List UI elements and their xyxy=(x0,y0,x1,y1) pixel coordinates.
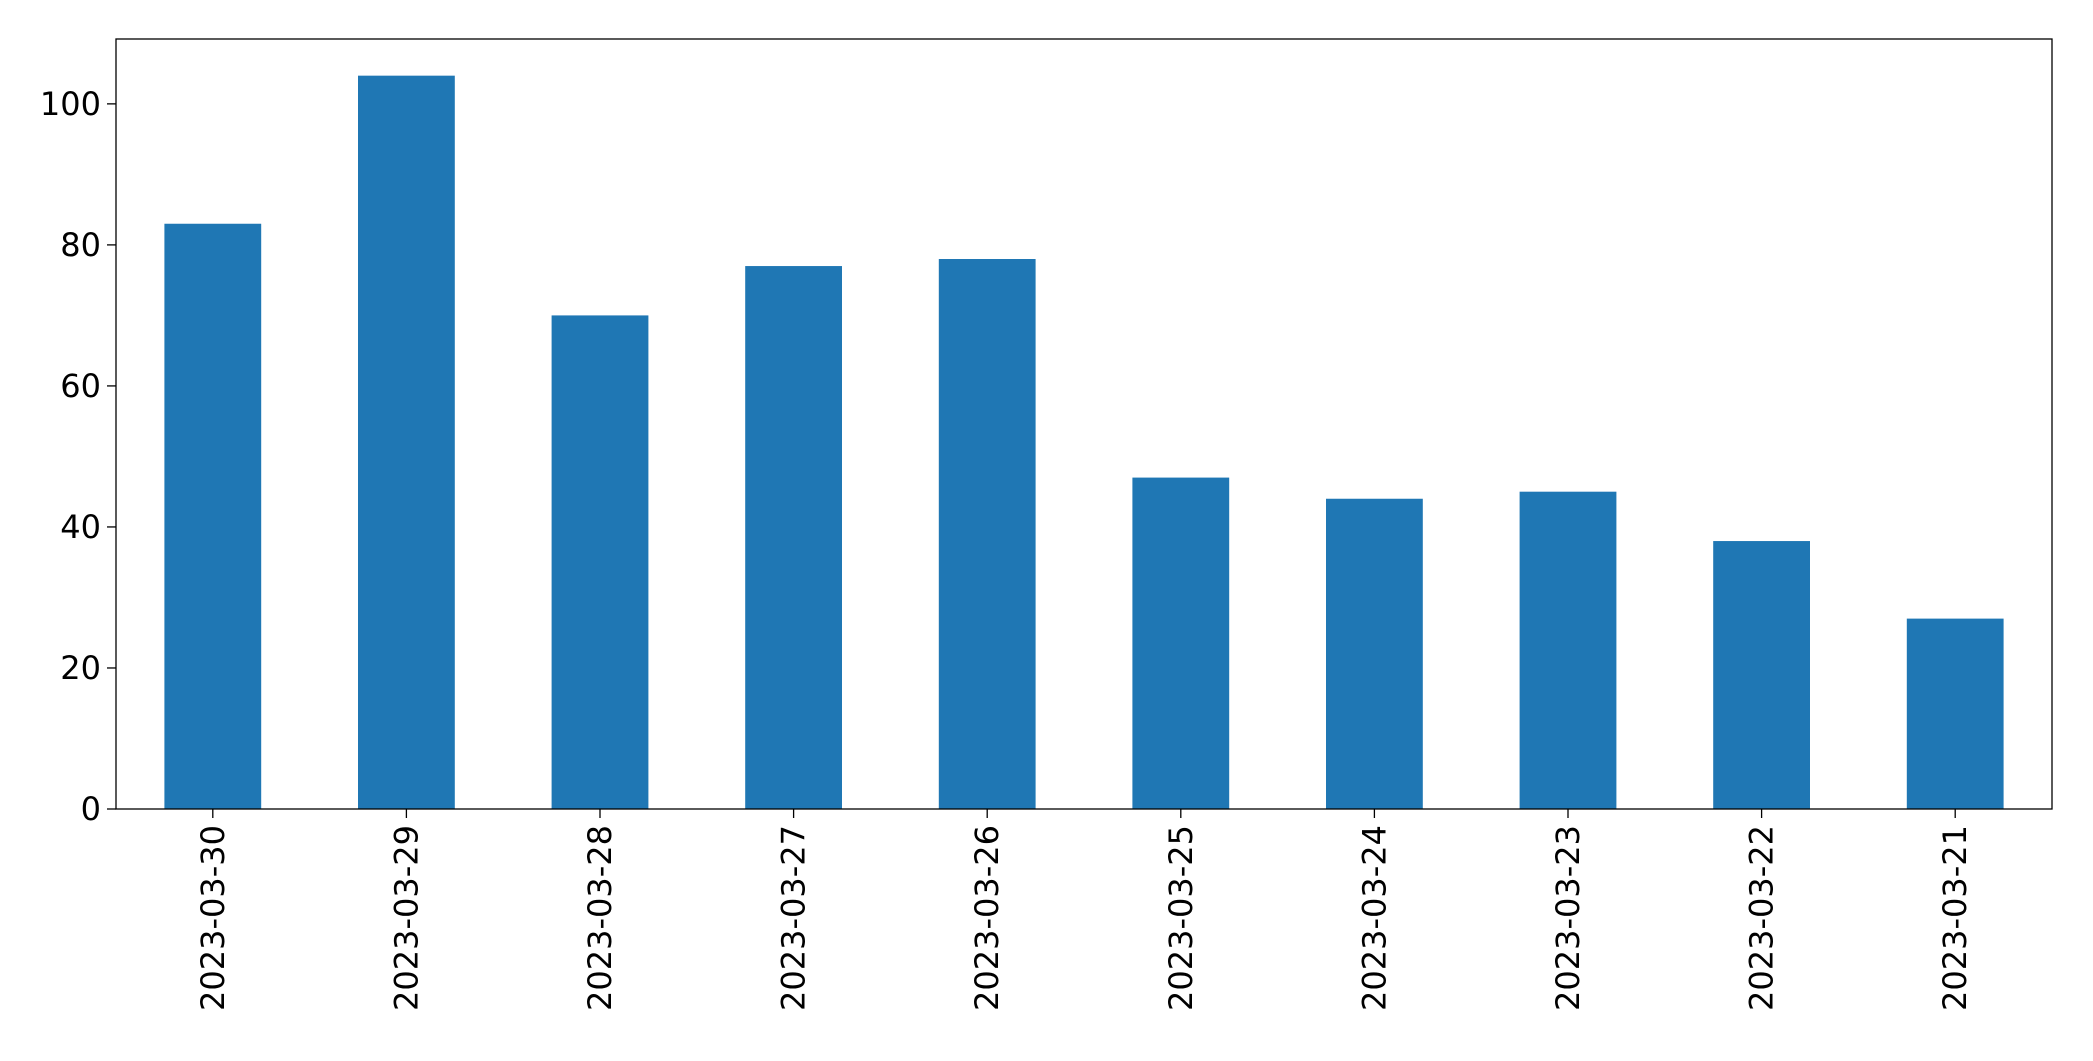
bar xyxy=(1906,618,2004,809)
bar xyxy=(164,223,262,809)
bar xyxy=(1519,491,1617,809)
y-tick-label: 0 xyxy=(81,790,101,828)
plot-frame xyxy=(115,38,2053,810)
y-tick-label: 100 xyxy=(40,85,101,123)
x-tick-label: 2023-03-30 xyxy=(194,825,232,1011)
x-tick-label: 2023-03-21 xyxy=(1936,825,1974,1011)
bar xyxy=(551,315,649,809)
bar xyxy=(1326,498,1423,809)
bar xyxy=(1713,541,1810,809)
y-tick-label: 80 xyxy=(60,226,101,264)
x-tick-label: 2023-03-28 xyxy=(581,825,619,1011)
y-tick-label: 60 xyxy=(60,367,101,405)
bar xyxy=(745,266,842,809)
x-tick-label: 2023-03-22 xyxy=(1743,825,1781,1011)
bar xyxy=(938,259,1036,809)
x-tick-label: 2023-03-24 xyxy=(1355,825,1393,1011)
x-tick-label: 2023-03-29 xyxy=(387,825,425,1011)
x-tick-label: 2023-03-23 xyxy=(1549,825,1587,1011)
y-tick-label: 20 xyxy=(60,649,101,687)
bar xyxy=(358,75,455,809)
y-tick-label: 40 xyxy=(60,508,101,546)
x-tick-label: 2023-03-25 xyxy=(1162,825,1200,1011)
x-tick-label: 2023-03-27 xyxy=(775,825,813,1011)
bar xyxy=(1132,477,1230,809)
x-tick-label: 2023-03-26 xyxy=(968,825,1006,1011)
